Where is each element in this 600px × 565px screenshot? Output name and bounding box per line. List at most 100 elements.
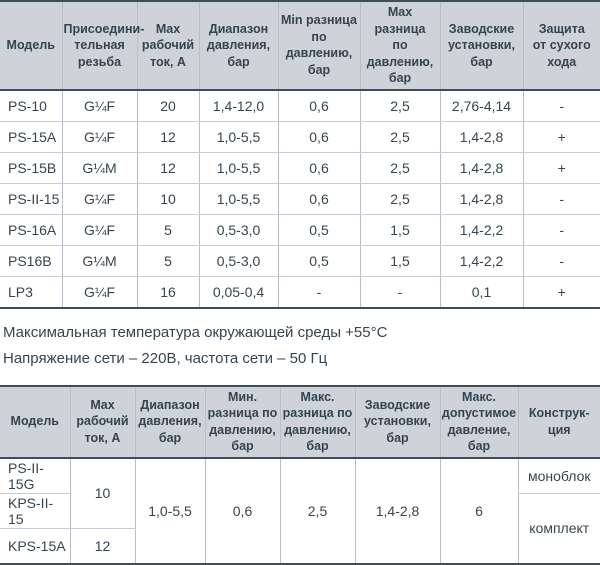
header-cell-max-current: Max рабочий ток, А [136, 1, 199, 91]
cell-model: PS-16A [0, 214, 62, 246]
cell-max-diff: 2,5 [359, 152, 440, 184]
cell-dry-run-protection: + [522, 152, 600, 184]
cell-model: PS-15B [0, 152, 62, 184]
cell-thread: G¼F [61, 183, 137, 215]
cell-min-diff: 0,5 [277, 245, 360, 277]
cell-max-current-group-b: 12 [69, 528, 135, 564]
cell-thread: G¼M [61, 152, 137, 184]
header-cell-dry-run-protection: Защита от сухого хода [522, 1, 600, 91]
cell-max-current: 12 [136, 152, 199, 184]
note-mains-voltage: Напряжение сети – 220В, частота сети – 5… [3, 349, 328, 367]
cell-pressure-range: 1,0-5,5 [198, 152, 278, 184]
cell-max-diff: 2,5 [359, 183, 440, 215]
cell-factory-settings: 1,4-2,8 [439, 121, 523, 153]
cell-max-current: 20 [136, 89, 199, 122]
cell-factory-settings: 1,4-2,8 [439, 152, 523, 184]
cell-dry-run-protection: - [522, 183, 600, 215]
cell-thread: G¼F [61, 214, 137, 246]
cell-max-allowed-pressure: 6 [439, 457, 518, 564]
table-row: PS-10 G¼F 20 1,4-12,0 0,6 2,5 2,76-4,14 … [0, 89, 600, 122]
table-row: PS-16A G¼F 5 0,5-3,0 0,5 1,5 1,4-2,2 - [0, 214, 600, 246]
environment-notes: Максимальная температура окружающей сред… [0, 309, 600, 385]
cell-pressure-range: 0,5-3,0 [198, 214, 278, 246]
header-cell-pressure-range: Диапазон давления, бар [198, 1, 278, 91]
cell-thread: G¼M [61, 245, 137, 277]
header-cell-model: Модель [0, 1, 62, 91]
table-row: PS-II-15G 10 1,0-5,5 0,6 2,5 1,4-2,8 6 м… [0, 457, 600, 564]
cell-factory-settings: 0,1 [439, 276, 523, 308]
cell-construction-monoblock: моноблок [517, 457, 600, 494]
cell-model: PS-II-15G [0, 457, 70, 494]
cell-max-current: 5 [136, 214, 199, 246]
cell-thread: G¼F [61, 121, 137, 153]
kps-series-spec-table: Модель Max рабочий ток, А Диапазон давле… [0, 384, 600, 565]
cell-max-diff: 2,5 [359, 121, 440, 153]
header-cell-factory-settings: Заводские установки, бар [439, 1, 523, 91]
cell-min-diff: 0,6 [277, 183, 360, 215]
header-cell-thread: Присоедини- тельная резьба [61, 1, 144, 91]
cell-factory-settings: 1,4-2,2 [439, 245, 523, 277]
cell-max-current: 10 [136, 183, 199, 215]
cell-dry-run-protection: - [522, 214, 600, 246]
cell-max-current: 12 [136, 121, 199, 153]
header-cell-min-diff: Min разница по давлению, бар [277, 1, 360, 91]
cell-model: PS16B [0, 245, 62, 277]
note-max-temperature: Максимальная температура окружающей сред… [3, 323, 388, 341]
cell-max-diff: 2,5 [279, 457, 355, 564]
cell-factory-settings: 1,4-2,8 [439, 183, 523, 215]
table-row: PS16B G¼M 5 0,5-3,0 0,5 1,5 1,4-2,2 - [0, 245, 600, 277]
cell-dry-run-protection: - [522, 245, 600, 277]
header-cell-max-diff: Max разница по давлению, бар [359, 1, 440, 91]
cell-thread: G¼F [61, 276, 137, 308]
cell-pressure-range: 1,0-5,5 [134, 457, 205, 564]
cell-pressure-range: 0,05-0,4 [198, 276, 278, 308]
header-cell-model: Модель [0, 385, 70, 459]
header-cell-max-allowed-pressure: Макс. допустимое давление, бар [439, 385, 518, 459]
cell-dry-run-protection: + [522, 276, 600, 308]
cell-construction-kit: комплект [517, 493, 600, 564]
ps-series-spec-table: Модель Присоедини- тельная резьба Max ра… [0, 0, 600, 309]
cell-pressure-range: 1,4-12,0 [198, 89, 278, 122]
cell-min-diff: 0,6 [204, 457, 280, 564]
cell-min-diff: 0,5 [277, 214, 360, 246]
cell-pressure-range: 1,0-5,5 [198, 121, 278, 153]
cell-thread: G¼F [61, 89, 137, 122]
cell-max-diff: - [359, 276, 440, 308]
table-row: PS-II-15 G¼F 10 1,0-5,5 0,6 2,5 1,4-2,8 … [0, 183, 600, 215]
cell-max-current-group-a: 10 [69, 457, 135, 529]
cell-max-current: 5 [136, 245, 199, 277]
cell-min-diff: 0,6 [277, 121, 360, 153]
cell-max-current: 16 [136, 276, 199, 308]
cell-max-diff: 1,5 [359, 245, 440, 277]
cell-pressure-range: 1,0-5,5 [198, 183, 278, 215]
header-cell-construction: Конструк- ция [517, 385, 600, 459]
cell-dry-run-protection: + [522, 121, 600, 153]
cell-factory-settings: 1,4-2,2 [439, 214, 523, 246]
cell-max-diff: 1,5 [359, 214, 440, 246]
table-row: PS-15A G¼F 12 1,0-5,5 0,6 2,5 1,4-2,8 + [0, 121, 600, 153]
cell-model: PS-II-15 [0, 183, 62, 215]
cell-model: KPS-15A [0, 528, 70, 564]
header-cell-factory-settings: Заводские установки, бар [354, 385, 440, 459]
header-cell-min-diff: Мин. разница по давлению, бар [204, 385, 280, 459]
cell-factory-settings: 2,76-4,14 [439, 89, 523, 122]
cell-pressure-range: 0,5-3,0 [198, 245, 278, 277]
cell-dry-run-protection: - [522, 89, 600, 122]
header-cell-max-diff: Макс. разница по давлению, бар [279, 385, 355, 459]
cell-max-diff: 2,5 [359, 89, 440, 122]
cell-model: KPS-II-15 [0, 493, 70, 529]
table-row: PS-15B G¼M 12 1,0-5,5 0,6 2,5 1,4-2,8 + [0, 152, 600, 184]
cell-factory-settings: 1,4-2,8 [354, 457, 440, 564]
header-cell-pressure-range: Диапазон давления, бар [134, 385, 205, 459]
cell-model: PS-10 [0, 89, 62, 122]
header-cell-max-current: Max рабочий ток, А [69, 385, 135, 459]
cell-min-diff: 0,6 [277, 152, 360, 184]
table-header-row: Модель Max рабочий ток, А Диапазон давле… [0, 385, 600, 459]
cell-min-diff: 0,6 [277, 89, 360, 122]
cell-model: PS-15A [0, 121, 62, 153]
cell-min-diff: - [277, 276, 360, 308]
table-row: LP3 G¼F 16 0,05-0,4 - - 0,1 + [0, 276, 600, 308]
table-header-row: Модель Присоедини- тельная резьба Max ра… [0, 1, 600, 91]
cell-model: LP3 [0, 276, 62, 308]
